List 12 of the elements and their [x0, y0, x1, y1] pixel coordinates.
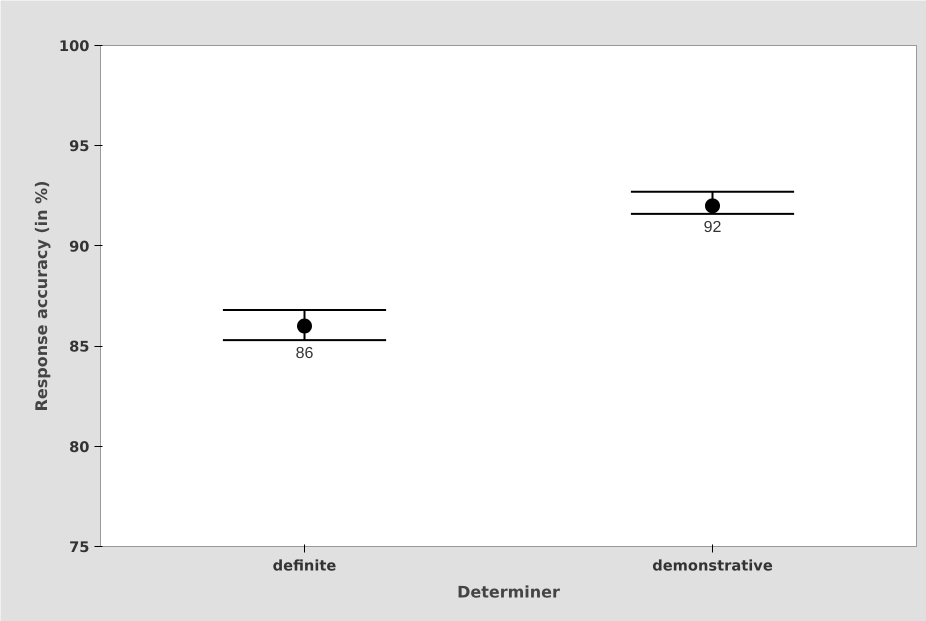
y-tick-label: 90: [69, 238, 90, 256]
y-tick-label: 85: [69, 338, 90, 356]
y-tick-label: 80: [69, 438, 90, 456]
data-label: 86: [296, 345, 314, 362]
y-tick-label: 95: [69, 138, 90, 156]
x-axis-title: Determiner: [457, 582, 560, 602]
y-tick-label: 75: [69, 539, 90, 556]
x-tick-label: definite: [272, 558, 336, 574]
data-label: 92: [704, 218, 722, 236]
x-tick-label: demonstrative: [652, 558, 773, 574]
y-axis-title: Response accuracy (in %): [32, 180, 51, 412]
y-tick-label: 100: [58, 38, 90, 55]
